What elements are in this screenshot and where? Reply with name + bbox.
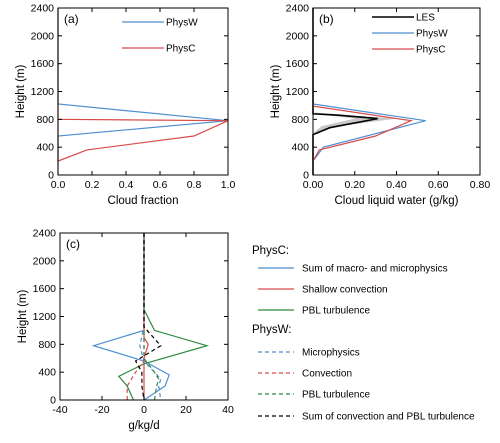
y-tick-label: 0 (50, 395, 56, 407)
legend: PhysC: PhysW: Sum of macro- and microphysi… (252, 245, 475, 423)
y-axis-label: Height (m) (270, 64, 282, 118)
chart-panel-2: 0 400 800 1200 1600 2000 2400 0.00 0.20 0.40 0.60 0… (270, 3, 490, 208)
legend-entry: Shallow convection (302, 285, 388, 296)
y-tick-label: 1200 (31, 86, 55, 98)
legend: LES PhysW PhysC (372, 13, 448, 56)
y-tick-label: 1600 (33, 283, 57, 295)
x-tick-label: 0.8 (187, 179, 202, 191)
legend-entry: LES (416, 13, 435, 24)
x-tick-label: 0.6 (153, 179, 168, 191)
x-tick-label: 0.20 (345, 179, 366, 191)
y-tick-label: 1600 (31, 58, 55, 70)
series-line-3 (139, 233, 162, 401)
y-tick-label: 2400 (33, 228, 57, 240)
legend-group-header: PhysC: (252, 245, 289, 257)
x-tick-label: 0 (141, 404, 147, 416)
y-tick-label: 800 (36, 114, 54, 126)
series-line-1 (57, 8, 229, 162)
y-tick-label: 800 (38, 339, 56, 351)
x-tick-label: 0.40 (386, 179, 407, 191)
x-tick-label: 0.0 (51, 179, 66, 191)
y-tick-label: 800 (291, 114, 309, 126)
y-tick-label: 0 (303, 170, 309, 182)
y-axis-label: Height (m) (15, 64, 27, 118)
legend-entry: Convection (302, 369, 352, 380)
chart-panel-1: 0 400 800 1200 1600 2000 2400 0.0 0.2 0.4 0.6 0.8 1.… (15, 3, 235, 208)
x-axis-label: Cloud fraction (108, 195, 179, 207)
x-tick-label: 0.80 (470, 179, 491, 191)
x-tick-label: 1.0 (221, 179, 236, 191)
legend-entry: PhysC (166, 44, 195, 55)
y-tick-label: 2400 (286, 3, 310, 15)
series-line-6 (134, 233, 162, 401)
plot-frame (57, 7, 229, 176)
legend-entry: PhysW (166, 18, 198, 29)
x-tick-label: 20 (180, 404, 192, 416)
legend-entry: Sum of convection and PBL turbulence (302, 412, 475, 423)
panel-label: (b) (319, 12, 334, 26)
chart-panel-3: 0 400 800 1200 1600 2000 2400 -40 -20 0 20 40 g/kg/d… (17, 228, 475, 433)
legend-entry: PBL turbulence (302, 306, 370, 317)
legend-entry: PhysW (416, 29, 448, 40)
legend-entry: Sum of macro- and microphysics (302, 264, 448, 275)
y-tick-label: 400 (36, 142, 54, 154)
legend-entry: Microphysics (302, 348, 360, 359)
x-tick-label: -40 (52, 404, 67, 416)
y-tick-label: 2000 (286, 30, 310, 42)
legend-entry: PhysC (416, 45, 445, 56)
series-line-0 (312, 8, 378, 175)
y-tick-label: 1200 (33, 311, 57, 323)
series-line-2 (117, 233, 210, 401)
series-line-0 (91, 233, 170, 401)
x-tick-label: 0.2 (85, 179, 100, 191)
x-tick-label: 0.60 (428, 179, 449, 191)
legend: PhysW PhysC (122, 18, 198, 55)
y-tick-label: 2400 (31, 3, 55, 15)
y-tick-label: 0 (48, 170, 54, 182)
x-tick-label: 0.4 (119, 179, 134, 191)
y-tick-label: 2000 (31, 30, 55, 42)
x-tick-label: -20 (94, 404, 109, 416)
series-line-0 (57, 8, 229, 175)
y-axis-label: Height (m) (17, 289, 29, 343)
x-tick-label: 40 (222, 404, 234, 416)
y-tick-label: 2000 (33, 255, 57, 267)
x-tick-label: 0.00 (303, 179, 324, 191)
y-tick-label: 1200 (286, 86, 310, 98)
y-tick-label: 400 (38, 367, 56, 379)
panel-label: (c) (66, 237, 80, 251)
legend-group-header: PhysW: (252, 324, 291, 336)
legend-entry: PBL turbulence (302, 390, 370, 401)
x-axis-label: Cloud liquid water (g/kg) (334, 195, 458, 207)
y-tick-label: 400 (291, 142, 309, 154)
x-axis-label: g/kg/d (128, 420, 159, 432)
y-tick-label: 1600 (286, 58, 310, 70)
panel-label: (a) (64, 12, 79, 26)
